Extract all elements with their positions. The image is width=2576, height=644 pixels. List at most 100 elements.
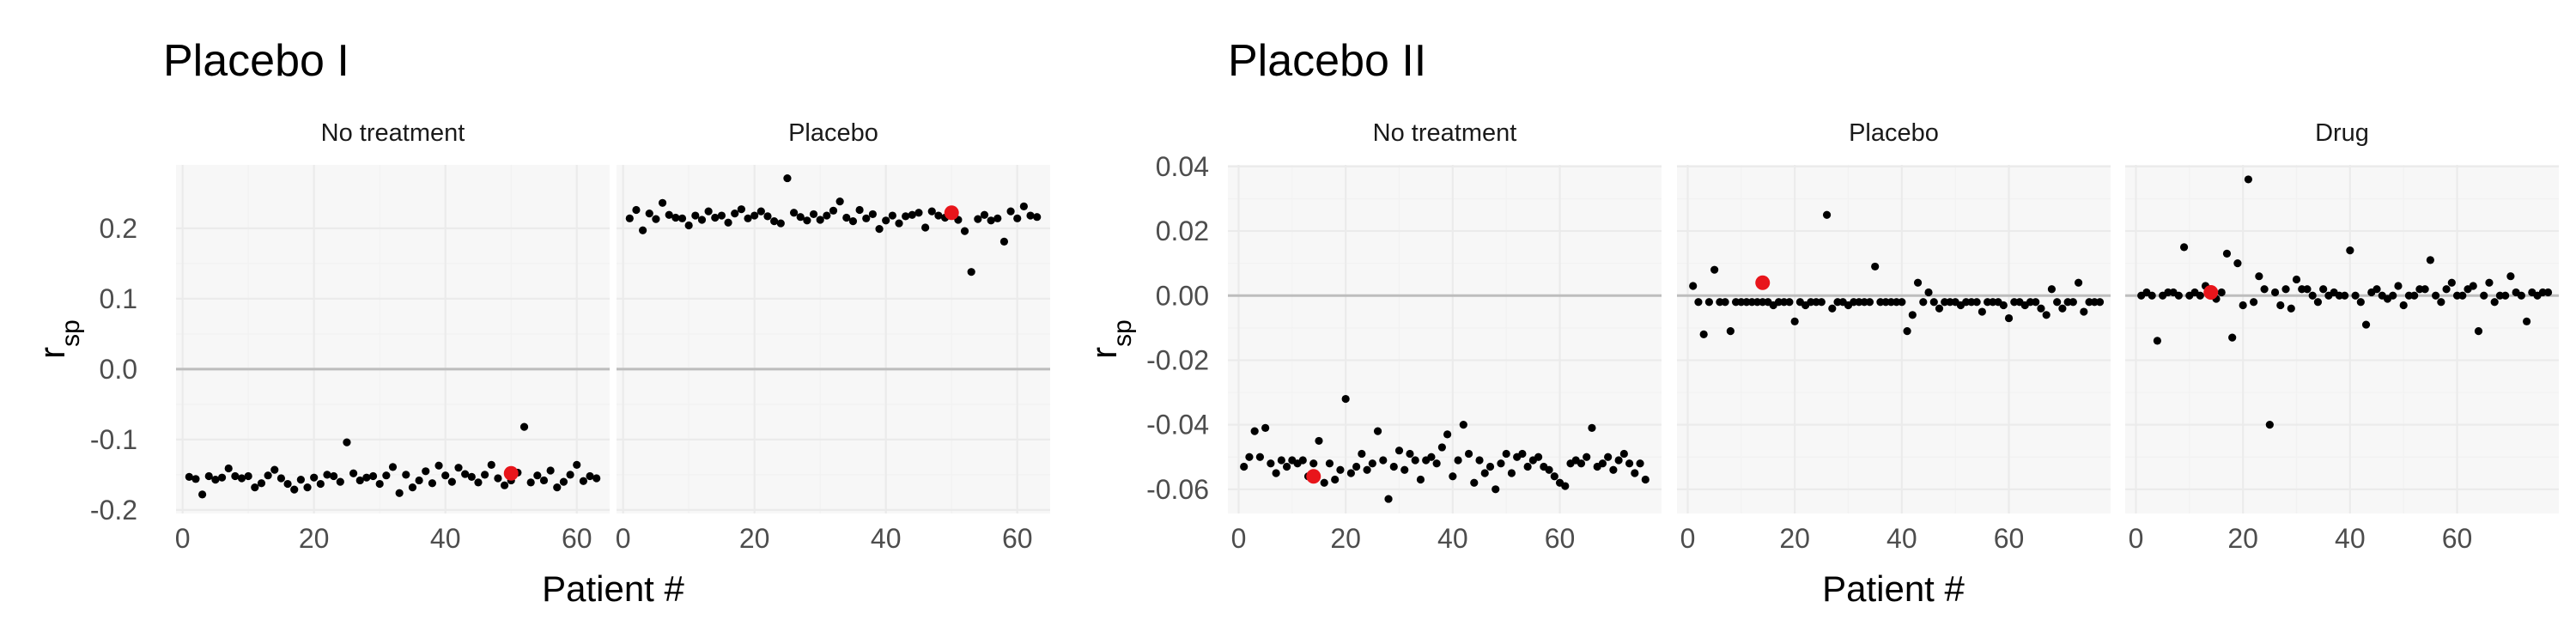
data-point: [888, 211, 896, 220]
data-point: [632, 205, 641, 215]
data-point: [2490, 298, 2499, 307]
y-tick-label: -0.02: [1146, 344, 1209, 375]
data-point: [330, 471, 338, 481]
panel-1: No treatment 0 20 40 60: [1228, 119, 1662, 554]
data-point: [1346, 469, 1355, 477]
data-point: [2265, 421, 2274, 429]
facet-strip-label: No treatment: [321, 119, 465, 147]
data-point: [1432, 459, 1441, 468]
data-point: [1277, 456, 1285, 465]
facet-strip-label: No treatment: [1373, 119, 1517, 147]
data-point: [711, 213, 720, 222]
data-point: [559, 477, 568, 486]
data-point: [2004, 313, 2014, 323]
x-tick-label: 60: [1002, 523, 1033, 554]
panel-background: [1677, 165, 2111, 513]
data-point: [1373, 427, 1382, 435]
y-tick-label: 0.00: [1156, 280, 1209, 311]
data-point: [323, 471, 331, 479]
panel-2: Placebo 0 20 40 60: [616, 119, 1050, 554]
data-point: [422, 467, 430, 476]
data-point: [868, 210, 878, 219]
data-point: [1331, 475, 1340, 484]
data-point: [355, 476, 364, 485]
data-point: [553, 483, 562, 492]
data-point: [1464, 449, 1473, 459]
x-tick-label: 60: [2442, 523, 2473, 554]
data-point: [2308, 291, 2317, 300]
data-point: [1614, 456, 1623, 465]
data-point: [481, 471, 489, 479]
data-point: [731, 209, 739, 218]
x-tick-label: 0: [2129, 523, 2144, 554]
data-point: [1518, 449, 1527, 459]
data-point: [2179, 243, 2189, 252]
data-point: [191, 475, 200, 483]
data-point: [2522, 317, 2531, 325]
data-point: [2458, 291, 2467, 300]
panel-1: No treatment 0 20 40 60: [175, 119, 610, 554]
data-point: [934, 211, 943, 220]
data-point: [987, 216, 995, 225]
data-point: [1411, 456, 1419, 465]
x-tick-label: 0: [175, 523, 191, 554]
data-point: [862, 214, 871, 222]
data-point: [960, 227, 969, 235]
data-point: [1358, 449, 1366, 459]
data-point: [796, 213, 805, 222]
data-point: [1013, 214, 1022, 222]
data-point: [763, 212, 772, 221]
data-point: [895, 219, 903, 228]
data-point: [388, 463, 398, 471]
data-point: [1449, 472, 1457, 481]
data-point: [2399, 301, 2408, 310]
data-point: [1625, 459, 1634, 468]
y-tick-label: -0.04: [1146, 410, 1209, 440]
data-point: [2174, 291, 2183, 300]
highlighted-data-point: [1306, 469, 1321, 484]
data-point: [1026, 211, 1035, 220]
data-point: [415, 476, 423, 485]
data-point: [1699, 330, 1708, 338]
data-point: [2058, 304, 2067, 313]
data-point: [198, 490, 207, 499]
data-point: [2260, 285, 2269, 294]
data-point: [316, 479, 325, 489]
y-tick-label: 0.2: [100, 213, 137, 244]
data-point: [2437, 298, 2445, 307]
data-point: [2281, 285, 2290, 294]
x-axis-label: Patient #: [542, 568, 684, 609]
data-point: [908, 210, 916, 219]
panel-background: [176, 165, 610, 513]
data-point: [494, 474, 502, 483]
data-point: [1817, 298, 1826, 307]
data-point: [1726, 327, 1735, 336]
data-point: [2303, 285, 2312, 294]
data-point: [217, 473, 227, 482]
data-point: [402, 471, 410, 479]
data-point: [658, 198, 667, 207]
data-point: [2410, 291, 2419, 300]
panel-3: Drug 0 20 40 60: [2125, 119, 2559, 554]
data-point: [1282, 462, 1291, 471]
chart-title: Placebo II: [1228, 36, 1426, 86]
data-point: [835, 197, 844, 206]
x-tick-label: 40: [1886, 523, 1917, 554]
highlighted-data-point: [2203, 284, 2219, 300]
y-tick-label: 0.1: [100, 283, 137, 314]
data-point: [1480, 469, 1489, 477]
data-point: [395, 489, 404, 497]
data-point: [2244, 175, 2252, 184]
data-point: [2319, 285, 2328, 294]
data-point: [1492, 485, 1500, 494]
y-tick-label: -0.06: [1146, 474, 1209, 505]
data-point: [816, 216, 824, 224]
data-point: [829, 206, 838, 215]
data-point: [2287, 304, 2295, 313]
data-point: [224, 464, 233, 473]
panel-background: [2125, 165, 2559, 513]
data-point: [823, 211, 831, 220]
data-point: [697, 216, 707, 224]
data-point: [428, 479, 437, 488]
